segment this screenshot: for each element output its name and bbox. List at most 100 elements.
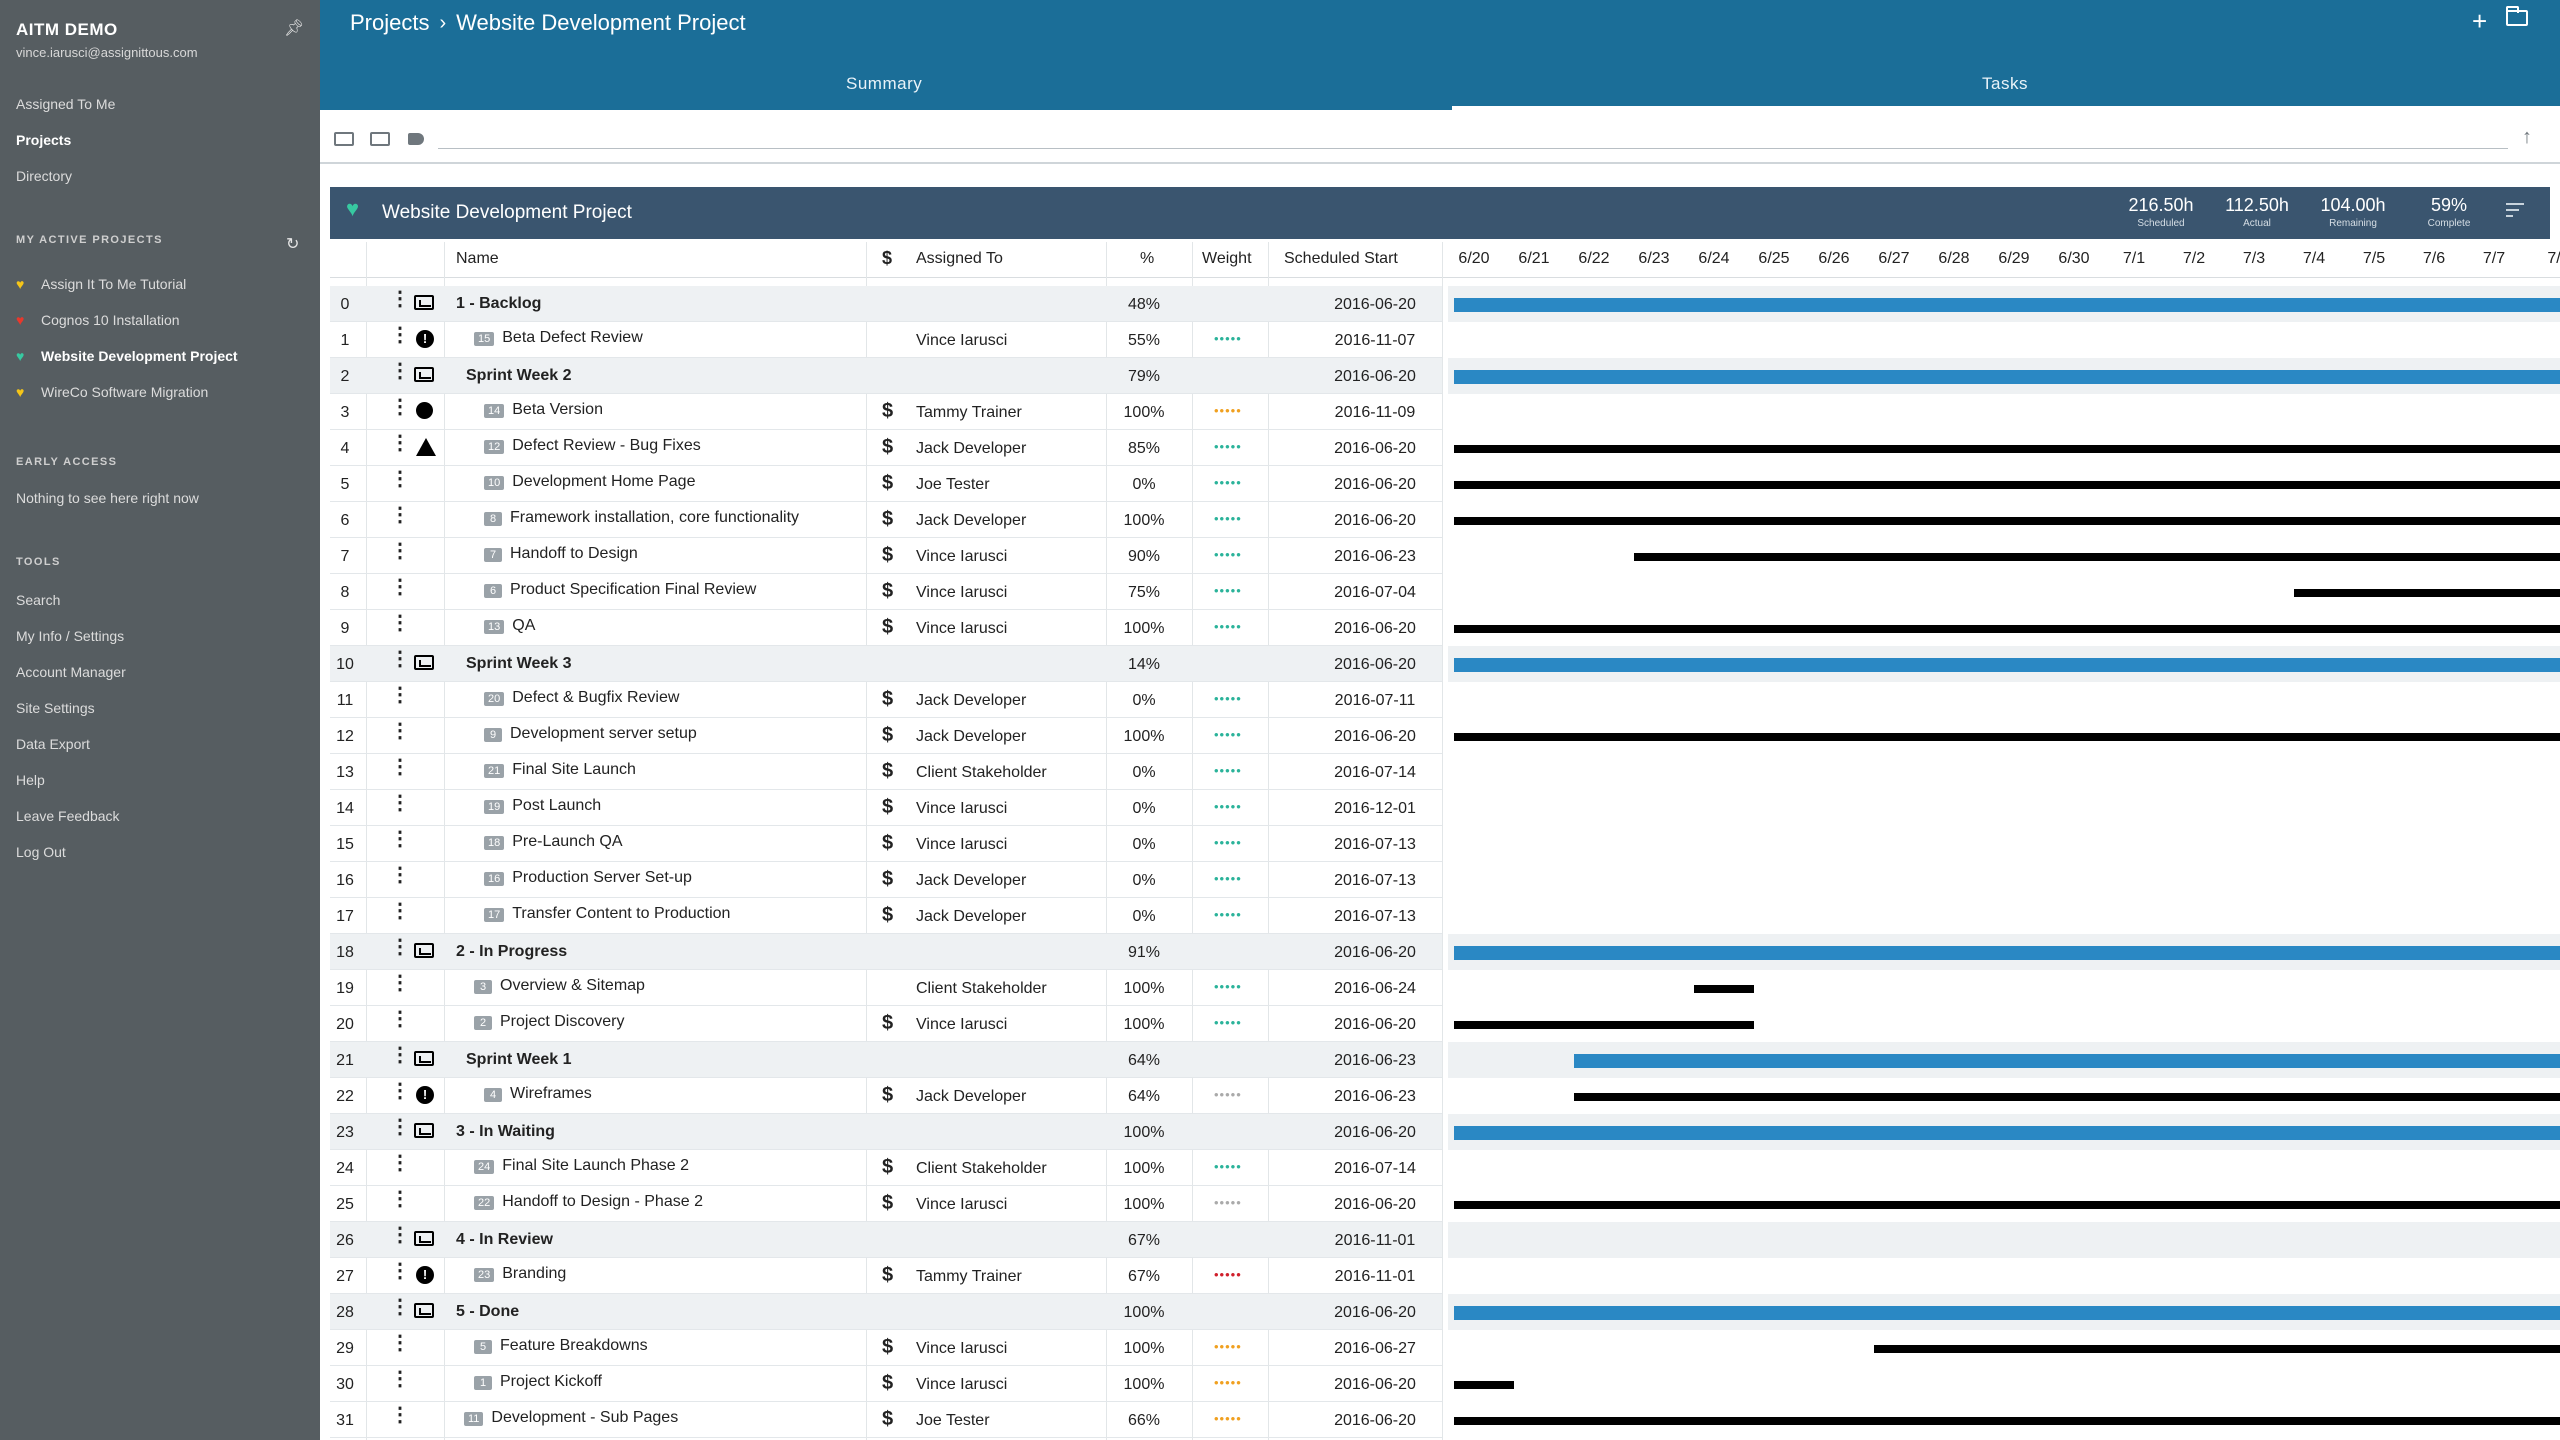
task-row[interactable]: 31 ⋮ 11 Development - Sub Pages $ Joe Tester 6… — [330, 1402, 2560, 1438]
group-row[interactable]: 23 ⋮ 3 - In Waiting 100% 2016-06-20 — [330, 1114, 2560, 1150]
more-vertical-icon[interactable]: ⋮ — [390, 1152, 410, 1174]
gantt-task-bar[interactable] — [1454, 517, 2560, 525]
task-name[interactable]: 16 Production Server Set-up — [484, 869, 692, 887]
task-name[interactable]: 6 Product Specification Final Review — [484, 581, 756, 599]
folder-open-icon[interactable] — [414, 294, 434, 314]
assigned-to[interactable]: Vince Iarusci — [916, 1340, 1008, 1357]
task-row[interactable]: 3 ⋮ 14 Beta Version $ Tammy Trainer 100% ••••• 2… — [330, 394, 2560, 430]
assigned-to[interactable]: Client Stakeholder — [916, 764, 1047, 781]
task-row[interactable]: 29 ⋮ 5 Feature Breakdowns $ Vince Iarusci 100%… — [330, 1330, 2560, 1366]
task-name[interactable]: 4 - In Review — [456, 1231, 553, 1249]
task-name[interactable]: 5 - Done — [456, 1303, 519, 1321]
assigned-to[interactable]: Tammy Trainer — [916, 404, 1022, 421]
dollar-icon[interactable]: $ — [882, 508, 894, 530]
group-row[interactable]: 26 ⋮ 4 - In Review 67% 2016-11-01 — [330, 1222, 2560, 1258]
image-icon[interactable] — [334, 132, 354, 146]
task-name[interactable]: 3 - In Waiting — [456, 1123, 555, 1141]
more-vertical-icon[interactable]: ⋮ — [390, 612, 410, 634]
dollar-icon[interactable]: $ — [882, 436, 894, 458]
folder-add-icon[interactable] — [2506, 6, 2528, 26]
weight-indicator[interactable]: ••••• — [1214, 475, 1242, 490]
task-row[interactable]: 5 ⋮ 10 Development Home Page $ Joe Tester 0% ••… — [330, 466, 2560, 502]
more-vertical-icon[interactable]: ⋮ — [390, 1404, 410, 1426]
add-icon[interactable]: + — [2472, 6, 2488, 36]
dollar-icon[interactable]: $ — [882, 724, 894, 746]
gantt-group-bar[interactable] — [1454, 298, 2560, 312]
assigned-to[interactable]: Client Stakeholder — [916, 1160, 1047, 1177]
more-vertical-icon[interactable]: ⋮ — [390, 1332, 410, 1354]
more-vertical-icon[interactable]: ⋮ — [390, 900, 410, 922]
task-row[interactable]: 8 ⋮ 6 Product Specification Final Review $ Vi… — [330, 574, 2560, 610]
task-row[interactable]: 11 ⋮ 20 Defect & Bugfix Review $ Jack Develop… — [330, 682, 2560, 718]
task-name[interactable]: 24 Final Site Launch Phase 2 — [474, 1157, 689, 1175]
assigned-to[interactable]: Vince Iarusci — [916, 1196, 1008, 1213]
dollar-icon[interactable]: $ — [882, 1156, 894, 1178]
task-name[interactable]: Sprint Week 1 — [466, 1051, 572, 1069]
task-name[interactable]: 2 - In Progress — [456, 943, 567, 961]
weight-indicator[interactable]: ••••• — [1214, 907, 1242, 922]
assigned-to[interactable]: Vince Iarusci — [916, 620, 1008, 637]
tab-tasks[interactable]: Tasks — [1982, 74, 2028, 93]
task-name[interactable]: 21 Final Site Launch — [484, 761, 636, 779]
gantt-task-bar[interactable] — [1454, 1021, 1754, 1029]
more-vertical-icon[interactable]: ⋮ — [390, 828, 410, 850]
dollar-icon[interactable]: $ — [882, 580, 894, 602]
task-name[interactable]: 7 Handoff to Design — [484, 545, 638, 563]
task-row[interactable]: 1 ⋮! 15 Beta Defect Review Vince Iarusci 55% •… — [330, 322, 2560, 358]
task-row[interactable]: 16 ⋮ 16 Production Server Set-up $ Jack Devel… — [330, 862, 2560, 898]
task-name[interactable]: Sprint Week 3 — [466, 655, 572, 673]
gantt-task-bar[interactable] — [1574, 1093, 2560, 1101]
group-row[interactable]: 10 ⋮ Sprint Week 3 14% 2016-06-20 — [330, 646, 2560, 682]
sidebar-project-item[interactable]: ♥ Cognos 10 Installation — [16, 312, 180, 328]
sidebar-project-item[interactable]: ♥ WireCo Software Migration — [16, 384, 208, 400]
task-row[interactable]: 25 ⋮ 22 Handoff to Design - Phase 2 $ Vince I… — [330, 1186, 2560, 1222]
more-vertical-icon[interactable]: ⋮ — [390, 504, 410, 526]
assigned-to[interactable]: Vince Iarusci — [916, 836, 1008, 853]
more-vertical-icon[interactable]: ⋮ — [390, 1116, 410, 1138]
weight-indicator[interactable]: ••••• — [1214, 979, 1242, 994]
weight-indicator[interactable]: ••••• — [1214, 727, 1242, 742]
task-name[interactable]: 12 Defect Review - Bug Fixes — [484, 437, 701, 455]
weight-indicator[interactable]: ••••• — [1214, 619, 1242, 634]
weight-indicator[interactable]: ••••• — [1214, 1015, 1242, 1030]
breadcrumb-projects[interactable]: Projects — [350, 10, 430, 35]
gantt-task-bar[interactable] — [1634, 553, 2560, 561]
dollar-icon[interactable]: $ — [882, 760, 894, 782]
task-row[interactable]: 27 ⋮! 23 Branding $ Tammy Trainer 67% ••••• 2016… — [330, 1258, 2560, 1294]
sidebar-tool-item[interactable]: Log Out — [16, 844, 66, 860]
task-name[interactable]: 3 Overview & Sitemap — [474, 977, 645, 995]
assigned-to[interactable]: Vince Iarusci — [916, 800, 1008, 817]
task-row[interactable]: 19 ⋮ 3 Overview & Sitemap Client Stakeholder… — [330, 970, 2560, 1006]
gantt-task-bar[interactable] — [1454, 733, 2560, 741]
group-row[interactable]: 18 ⋮ 2 - In Progress 91% 2016-06-20 — [330, 934, 2560, 970]
weight-indicator[interactable]: ••••• — [1214, 1375, 1242, 1390]
dollar-icon[interactable]: $ — [882, 1372, 894, 1394]
folder-open-icon[interactable] — [414, 654, 434, 674]
nav-assigned-to-me[interactable]: Assigned To Me — [16, 96, 116, 112]
weight-indicator[interactable]: ••••• — [1214, 403, 1242, 418]
task-name[interactable]: 8 Framework installation, core functional… — [484, 509, 799, 527]
task-name[interactable]: 10 Development Home Page — [484, 473, 695, 491]
more-vertical-icon[interactable]: ⋮ — [390, 360, 410, 382]
dollar-icon[interactable]: $ — [882, 832, 894, 854]
more-vertical-icon[interactable]: ⋮ — [390, 288, 410, 310]
task-row[interactable]: 13 ⋮ 21 Final Site Launch $ Client Stakeholde… — [330, 754, 2560, 790]
more-vertical-icon[interactable]: ⋮ — [390, 468, 410, 490]
more-vertical-icon[interactable]: ⋮ — [390, 432, 410, 454]
task-row[interactable]: 14 ⋮ 19 Post Launch $ Vince Iarusci 0% ••••• 201… — [330, 790, 2560, 826]
assigned-to[interactable]: Jack Developer — [916, 908, 1027, 925]
sidebar-tool-item[interactable]: Leave Feedback — [16, 808, 120, 824]
gantt-task-bar[interactable] — [1454, 445, 2560, 453]
assigned-to[interactable]: Client Stakeholder — [916, 980, 1047, 997]
folder-open-icon[interactable] — [414, 942, 434, 962]
assigned-to[interactable]: Vince Iarusci — [916, 332, 1008, 349]
more-vertical-icon[interactable]: ⋮ — [390, 324, 410, 346]
task-name[interactable]: 2 Project Discovery — [474, 1013, 624, 1031]
weight-indicator[interactable]: ••••• — [1214, 871, 1242, 886]
folder-open-icon[interactable] — [414, 1230, 434, 1250]
weight-indicator[interactable]: ••••• — [1214, 1267, 1242, 1282]
sidebar-tool-item[interactable]: Data Export — [16, 736, 90, 752]
task-name[interactable]: 9 Development server setup — [484, 725, 697, 743]
task-name[interactable]: 15 Beta Defect Review — [474, 329, 643, 347]
more-vertical-icon[interactable]: ⋮ — [390, 936, 410, 958]
